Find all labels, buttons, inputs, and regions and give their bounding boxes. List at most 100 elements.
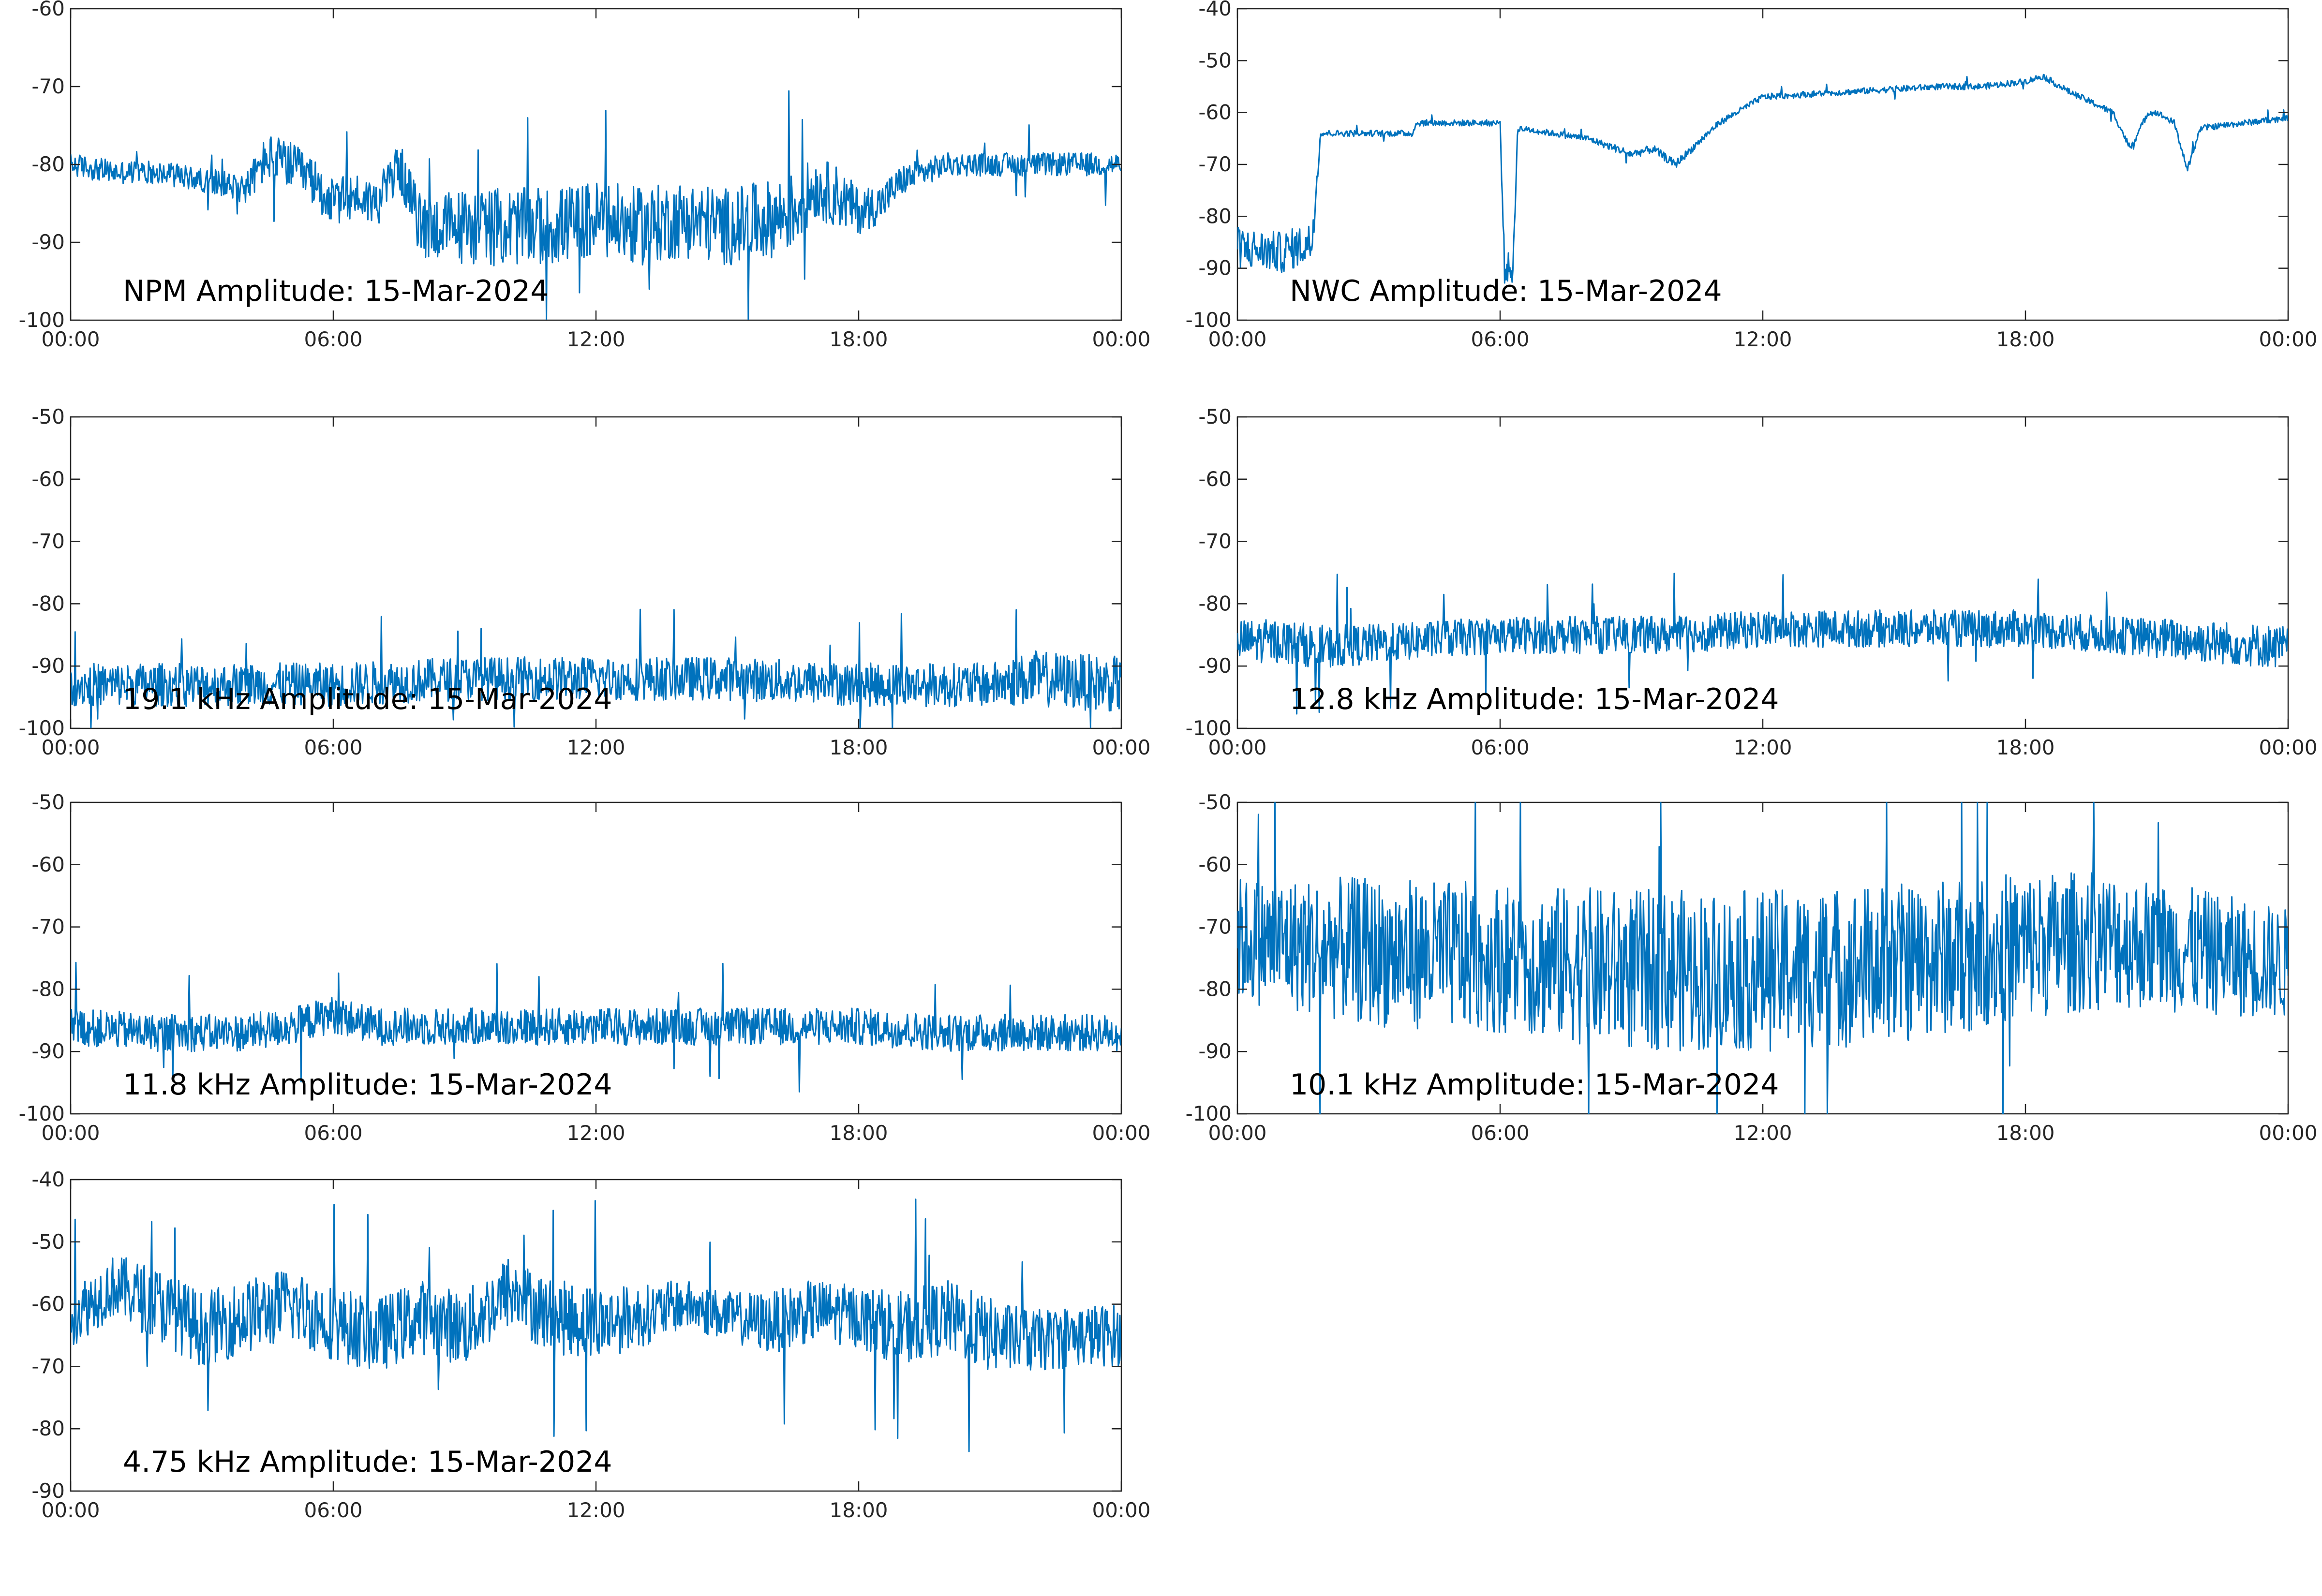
y-tick-label: -50 <box>1198 790 1232 814</box>
y-tick-label: -60 <box>1198 853 1232 876</box>
y-tick-label: -90 <box>1198 1039 1232 1063</box>
x-tick-label: 12:00 <box>566 1498 625 1522</box>
x-tick-label: 06:00 <box>1471 736 1529 759</box>
x-tick-label: 06:00 <box>304 1121 362 1145</box>
panel-title: 19.1 kHz Amplitude: 15-Mar-2024 <box>123 682 612 716</box>
y-tick-label: -70 <box>1198 530 1232 553</box>
y-tick-label: -40 <box>31 1167 65 1191</box>
y-tick-label: -80 <box>31 591 65 615</box>
y-tick-label: -70 <box>31 915 65 939</box>
x-tick-label: 00:00 <box>1092 736 1150 759</box>
y-tick-label: -50 <box>31 790 65 814</box>
x-tick-label: 18:00 <box>829 736 888 759</box>
x-tick-label: 12:00 <box>1733 1121 1792 1145</box>
amplitude-trace <box>1237 802 2288 1114</box>
panel-title: 4.75 kHz Amplitude: 15-Mar-2024 <box>123 1445 612 1479</box>
x-tick-label: 00:00 <box>1092 1121 1150 1145</box>
y-tick-label: -100 <box>19 1102 65 1125</box>
y-tick-label: -90 <box>31 1039 65 1063</box>
x-tick-label: 00:00 <box>41 1121 100 1145</box>
x-tick-label: 18:00 <box>1996 736 2054 759</box>
amplitude-trace <box>1237 74 2288 284</box>
y-tick-label: -90 <box>1198 654 1232 678</box>
y-tick-label: -80 <box>1198 977 1232 1001</box>
y-tick-label: -60 <box>31 853 65 876</box>
y-tick-label: -80 <box>1198 591 1232 615</box>
x-tick-label: 18:00 <box>1996 327 2054 351</box>
panel-title: 10.1 kHz Amplitude: 15-Mar-2024 <box>1290 1068 1779 1102</box>
y-tick-label: -70 <box>31 530 65 553</box>
x-tick-label: 00:00 <box>1208 736 1266 759</box>
x-tick-label: 12:00 <box>566 327 625 351</box>
y-tick-label: -60 <box>1198 101 1232 124</box>
axes-frame <box>70 8 1122 321</box>
x-tick-label: 00:00 <box>41 1498 100 1522</box>
y-tick-label: -100 <box>1186 716 1232 740</box>
y-tick-label: -90 <box>31 654 65 678</box>
y-tick-label: -100 <box>1186 1102 1232 1125</box>
panel-title: NPM Amplitude: 15-Mar-2024 <box>123 274 549 308</box>
x-tick-label: 12:00 <box>1733 327 1792 351</box>
amplitude-trace <box>1237 573 2288 715</box>
y-tick-label: -60 <box>1198 467 1232 491</box>
y-tick-label: -100 <box>19 308 65 332</box>
panel-title: 11.8 kHz Amplitude: 15-Mar-2024 <box>123 1068 612 1102</box>
y-tick-label: -50 <box>1198 405 1232 429</box>
x-tick-label: 06:00 <box>304 736 362 759</box>
x-tick-label: 18:00 <box>829 1498 888 1522</box>
x-tick-label: 00:00 <box>1208 327 1266 351</box>
y-tick-label: -60 <box>31 1292 65 1316</box>
x-tick-label: 18:00 <box>829 327 888 351</box>
y-tick-label: -80 <box>31 977 65 1001</box>
x-tick-label: 00:00 <box>2259 1121 2317 1145</box>
y-tick-label: -60 <box>31 0 65 20</box>
x-tick-label: 00:00 <box>1092 327 1150 351</box>
y-tick-label: -50 <box>31 405 65 429</box>
x-tick-label: 00:00 <box>41 327 100 351</box>
y-tick-label: -70 <box>1198 152 1232 176</box>
x-tick-label: 00:00 <box>2259 327 2317 351</box>
amplitude-trace <box>71 1198 1121 1452</box>
axes-frame <box>1236 8 2289 321</box>
x-tick-label: 00:00 <box>2259 736 2317 759</box>
y-tick-label: -90 <box>31 1479 65 1503</box>
y-tick-label: -90 <box>1198 256 1232 280</box>
x-tick-label: 12:00 <box>1733 736 1792 759</box>
y-tick-label: -50 <box>1198 48 1232 72</box>
y-tick-label: -60 <box>31 467 65 491</box>
x-tick-label: 12:00 <box>566 1121 625 1145</box>
x-tick-label: 06:00 <box>304 1498 362 1522</box>
axes-frame <box>70 801 1122 1115</box>
amplitude-trace <box>71 608 1121 728</box>
amplitude-trace <box>71 90 1121 320</box>
y-tick-label: -70 <box>31 74 65 98</box>
y-tick-label: -50 <box>31 1230 65 1254</box>
x-tick-label: 00:00 <box>1092 1498 1150 1522</box>
axes-frame <box>1236 416 2289 729</box>
y-tick-label: -80 <box>31 1417 65 1440</box>
y-tick-label: -40 <box>1198 0 1232 20</box>
x-tick-label: 06:00 <box>1471 1121 1529 1145</box>
panel-title: NWC Amplitude: 15-Mar-2024 <box>1290 274 1722 308</box>
x-tick-label: 18:00 <box>1996 1121 2054 1145</box>
y-tick-label: -90 <box>31 230 65 254</box>
x-tick-label: 00:00 <box>41 736 100 759</box>
y-tick-label: -100 <box>1186 308 1232 332</box>
x-tick-label: 18:00 <box>829 1121 888 1145</box>
y-tick-label: -80 <box>1198 204 1232 228</box>
x-tick-label: 00:00 <box>1208 1121 1266 1145</box>
amplitude-trace <box>71 961 1121 1093</box>
axes-frame <box>70 416 1122 729</box>
y-tick-label: -80 <box>31 152 65 176</box>
x-tick-label: 12:00 <box>566 736 625 759</box>
panel-title: 12.8 kHz Amplitude: 15-Mar-2024 <box>1290 682 1779 716</box>
y-tick-label: -70 <box>1198 915 1232 939</box>
x-tick-label: 06:00 <box>1471 327 1529 351</box>
